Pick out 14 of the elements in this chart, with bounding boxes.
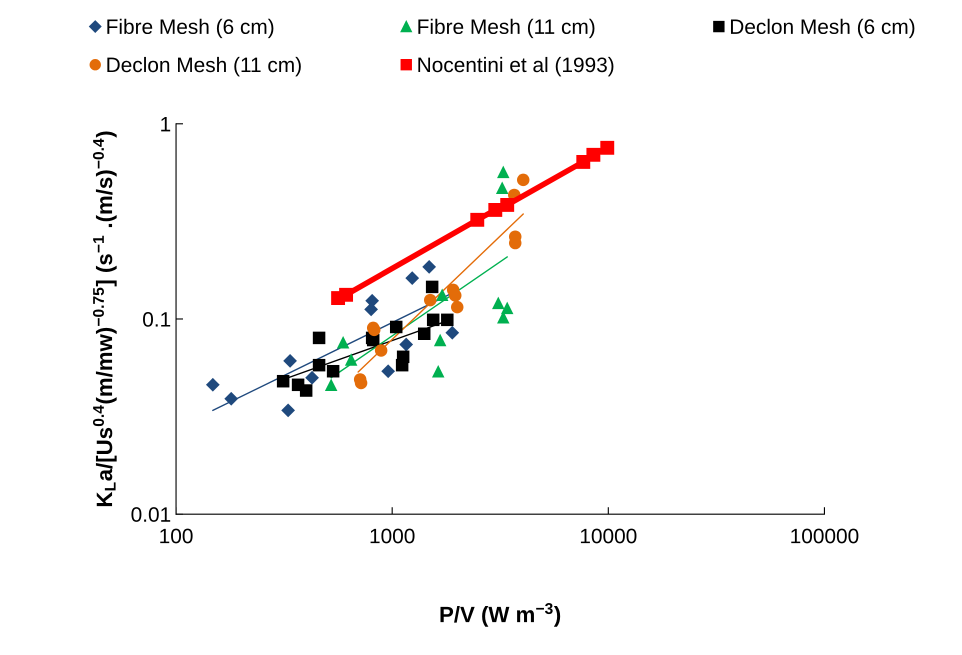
legend-label: Fibre Mesh (11 cm) bbox=[418, 18, 594, 38]
x-tick-label: 10000 bbox=[580, 528, 636, 544]
y-tick-label: 0.01 bbox=[131, 507, 170, 522]
text: K$_{L}$a/[Us$^{0.4}$(m/mw)$^{−0.75}$] (s$^{−1}$ .(m/s)$^{−0.4}$) bbox=[92, 132, 117, 506]
x-axis-title: P/V (W m$^{−3}$) bbox=[440, 603, 560, 627]
y-tick-label: 0.1 bbox=[143, 312, 170, 327]
legend-label: Declon Mesh (6 cm) bbox=[730, 18, 914, 38]
x-tick-label: 100 bbox=[160, 528, 193, 544]
legend-label: Fibre Mesh (6 cm) bbox=[107, 18, 274, 38]
legend-label: Nocentini et al (1993) bbox=[418, 56, 614, 76]
legend-label: Declon Mesh (11 cm) bbox=[107, 56, 301, 76]
x-tick-label: 100000 bbox=[791, 528, 858, 544]
y-tick-label: 1 bbox=[161, 117, 170, 132]
x-tick-label: 1000 bbox=[370, 528, 415, 544]
